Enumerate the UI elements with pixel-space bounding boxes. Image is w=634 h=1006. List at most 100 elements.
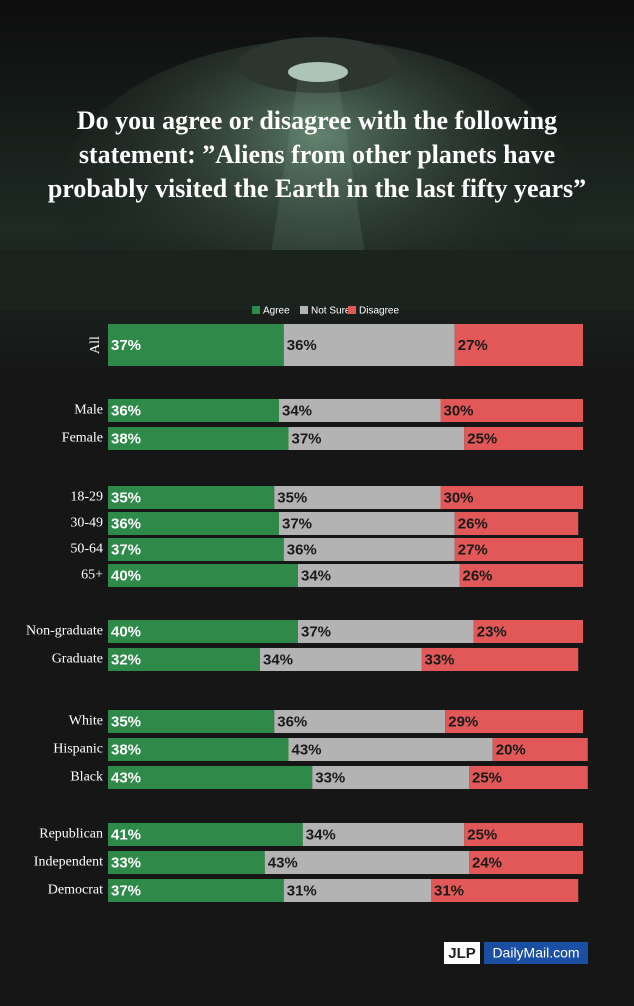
bar-segment xyxy=(454,512,579,535)
value-label: 43% xyxy=(268,854,298,871)
value-label: 35% xyxy=(111,713,141,730)
legend-swatch xyxy=(348,306,356,314)
value-label: 26% xyxy=(458,515,488,532)
value-label: 43% xyxy=(111,769,141,786)
value-label: 25% xyxy=(467,430,497,447)
value-label: 24% xyxy=(472,854,502,871)
bar-segment xyxy=(459,564,583,587)
value-label: 27% xyxy=(458,541,488,558)
value-label: 27% xyxy=(458,337,488,354)
value-label: 37% xyxy=(292,430,322,447)
bar-segment xyxy=(440,399,583,422)
bar-segment xyxy=(298,620,474,643)
value-label: 26% xyxy=(463,567,493,584)
bar-segment xyxy=(445,710,583,733)
value-label: 41% xyxy=(111,826,141,843)
bar-segment xyxy=(108,564,298,587)
category-label: Hispanic xyxy=(53,742,103,757)
value-label: 30% xyxy=(444,489,474,506)
value-label: 23% xyxy=(477,623,507,640)
value-label: 20% xyxy=(496,741,526,758)
bar-segment xyxy=(108,823,303,846)
category-label: Non-graduate xyxy=(26,624,103,639)
bar-segment xyxy=(274,486,441,509)
value-label: 36% xyxy=(287,541,317,558)
bar-segment xyxy=(108,851,265,874)
value-label: 37% xyxy=(111,337,141,354)
value-label: 34% xyxy=(301,567,331,584)
value-label: 31% xyxy=(287,882,317,899)
value-label: 34% xyxy=(282,402,312,419)
bar-segment xyxy=(469,766,588,789)
bar-segment xyxy=(279,512,455,535)
bar-segment xyxy=(108,538,284,561)
legend-swatch xyxy=(252,306,260,314)
value-label: 34% xyxy=(263,651,293,668)
bar-segment xyxy=(473,620,583,643)
category-label: Female xyxy=(62,431,103,446)
bar-segment xyxy=(464,823,583,846)
category-label: White xyxy=(69,714,103,729)
bar-segment xyxy=(421,648,579,671)
bar-segment xyxy=(312,766,469,789)
bar-segment xyxy=(108,486,275,509)
value-label: 36% xyxy=(111,402,141,419)
light-beam xyxy=(264,78,372,300)
category-label: 65+ xyxy=(81,568,103,583)
bar-segment xyxy=(260,648,422,671)
category-label: 30-49 xyxy=(70,516,103,531)
value-label: 30% xyxy=(444,402,474,419)
value-label: 33% xyxy=(425,651,455,668)
value-label: 29% xyxy=(448,713,478,730)
bar-segment xyxy=(108,648,260,671)
bar-segment xyxy=(274,710,446,733)
bar-segment xyxy=(431,879,579,902)
bar-segment xyxy=(108,324,284,366)
legend-label: Disagree xyxy=(359,306,399,317)
category-label: Male xyxy=(74,403,103,418)
bar-segment xyxy=(454,538,583,561)
bar-segment xyxy=(288,427,465,450)
chart-title: Do you agree or disagree with the follow… xyxy=(47,106,587,203)
value-label: 40% xyxy=(111,623,141,640)
value-label: 25% xyxy=(467,826,497,843)
value-label: 40% xyxy=(111,567,141,584)
bar-segment xyxy=(108,512,279,535)
legend-swatch xyxy=(300,306,308,314)
value-label: 37% xyxy=(111,882,141,899)
value-label: 38% xyxy=(111,430,141,447)
bar-segment xyxy=(283,538,455,561)
value-label: 36% xyxy=(111,515,141,532)
value-label: 25% xyxy=(472,769,502,786)
value-label: 35% xyxy=(277,489,307,506)
bar-segment xyxy=(440,486,583,509)
legend-label: Not Sure xyxy=(311,306,351,317)
value-label: 37% xyxy=(111,541,141,558)
ufo-light xyxy=(288,62,348,82)
category-label: 18-29 xyxy=(70,490,103,505)
value-label: 37% xyxy=(301,623,331,640)
category-label: 50-64 xyxy=(70,542,103,557)
category-label: Graduate xyxy=(52,652,103,667)
bar-segment xyxy=(108,399,279,422)
value-label: 31% xyxy=(434,882,464,899)
bar-segment xyxy=(108,710,275,733)
bar-segment xyxy=(464,427,583,450)
bar-segment xyxy=(469,851,583,874)
category-label: Black xyxy=(70,770,103,785)
value-label: 36% xyxy=(287,337,317,354)
bar-segment xyxy=(288,738,493,761)
value-label: 35% xyxy=(111,489,141,506)
value-label: 36% xyxy=(277,713,307,730)
value-label: 32% xyxy=(111,651,141,668)
bar-segment xyxy=(298,564,460,587)
legend-label: Agree xyxy=(263,306,290,317)
bar-segment xyxy=(302,823,465,846)
category-label: Independent xyxy=(34,855,103,870)
bar-segment xyxy=(264,851,469,874)
bar-segment xyxy=(283,879,431,902)
bar-segment xyxy=(108,879,284,902)
value-label: 33% xyxy=(111,854,141,871)
